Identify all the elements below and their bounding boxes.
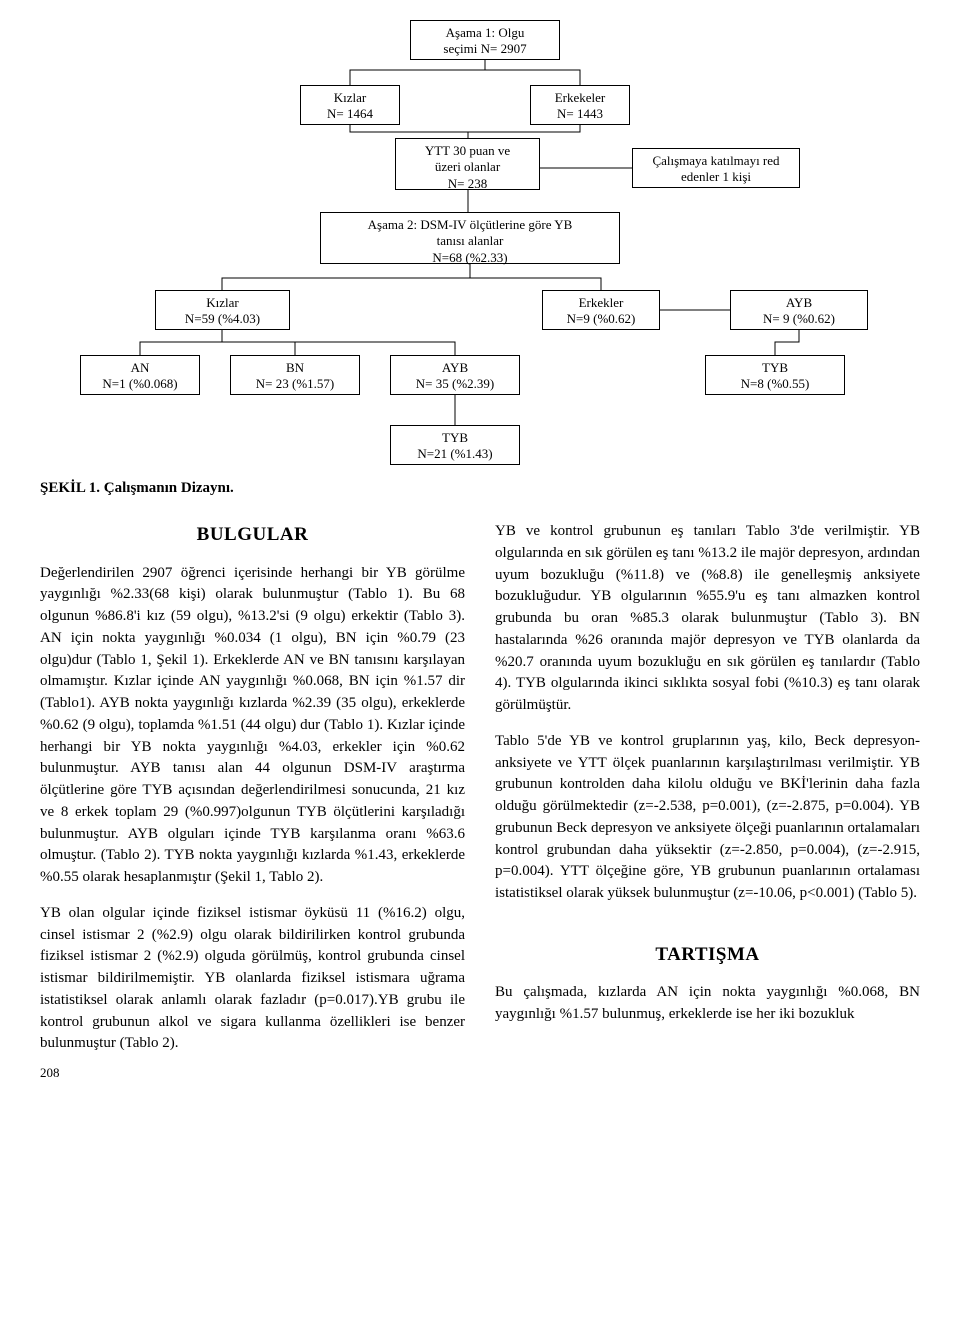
flowchart-node: Aşama 1: Olguseçimi N= 2907 [410, 20, 560, 60]
flowchart-edge [485, 60, 580, 85]
flowchart-edge [350, 60, 485, 85]
flowchart-edge [468, 125, 580, 138]
flowchart-node: TYBN=21 (%1.43) [390, 425, 520, 465]
flowchart-container: Aşama 1: Olguseçimi N= 2907KızlarN= 1464… [40, 20, 920, 470]
page: Aşama 1: Olguseçimi N= 2907KızlarN= 1464… [0, 0, 960, 1111]
flowchart-node: ErkekelerN= 1443 [530, 85, 630, 125]
flowchart-node: AYBN= 35 (%2.39) [390, 355, 520, 395]
paragraph: YB olan olgular içinde fiziksel istismar… [40, 903, 465, 1055]
flowchart-node: ErkeklerN=9 (%0.62) [542, 290, 660, 330]
paragraph: Değerlendirilen 2907 öğrenci içerisinde … [40, 563, 465, 889]
flowchart-node: KızlarN=59 (%4.03) [155, 290, 290, 330]
flowchart-edge [350, 125, 468, 138]
flowchart: Aşama 1: Olguseçimi N= 2907KızlarN= 1464… [50, 20, 910, 470]
paragraph: Tablo 5'de YB ve kontrol gruplarının yaş… [495, 731, 920, 905]
flowchart-edge [222, 264, 470, 290]
section-heading-bulgular: BULGULAR [40, 521, 465, 549]
flowchart-node: KızlarN= 1464 [300, 85, 400, 125]
paragraph: YB ve kontrol grubunun eş tanıları Tablo… [495, 521, 920, 717]
section-heading-tartisma: TARTIŞMA [495, 941, 920, 969]
flowchart-edge [775, 330, 799, 355]
flowchart-node: AYBN= 9 (%0.62) [730, 290, 868, 330]
figure-caption: ŞEKİL 1. Çalışmanın Dizaynı. [40, 480, 920, 497]
flowchart-node: BNN= 23 (%1.57) [230, 355, 360, 395]
flowchart-node: Çalışmaya katılmayı rededenler 1 kişi [632, 148, 800, 188]
page-number: 208 [40, 1065, 920, 1081]
flowchart-edge [222, 330, 455, 355]
flowchart-edge [470, 264, 601, 290]
flowchart-node: ANN=1 (%0.068) [80, 355, 200, 395]
paragraph: Bu çalışmada, kızlarda AN için nokta yay… [495, 982, 920, 1026]
flowchart-node: YTT 30 puan veüzeri olanlarN= 238 [395, 138, 540, 190]
flowchart-node: TYBN=8 (%0.55) [705, 355, 845, 395]
flowchart-edge [140, 330, 222, 355]
body-columns: BULGULAR Değerlendirilen 2907 öğrenci iç… [40, 521, 920, 1055]
flowchart-node: Aşama 2: DSM-IV ölçütlerine göre YBtanıs… [320, 212, 620, 264]
